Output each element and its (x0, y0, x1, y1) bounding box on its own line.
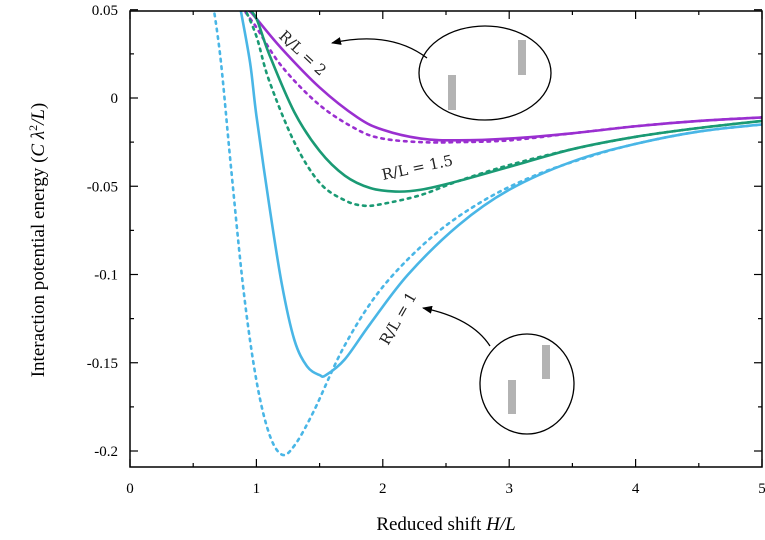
series-line-5-dotted (212, 11, 762, 457)
curve-label-rl15: R/L = 1.5 (380, 151, 454, 184)
tick-layer: 0 1 2 3 4 5 0.05 0 -0.05 -0.1 -0.15 -0.2 (87, 3, 765, 497)
y-tick-label: 0.05 (92, 3, 118, 19)
x-axis-label: Reduced shift H/L (376, 514, 515, 535)
series-line-1-dotted (243, 11, 762, 144)
x-tick-label: 0 (126, 481, 134, 497)
series-line-3-dotted (244, 11, 762, 208)
cartoon-ellipse-bottom (479, 333, 575, 435)
rod-icon (518, 40, 526, 75)
y-tick-label: -0.2 (94, 444, 118, 460)
annotation-rl2: R/L = 2 (275, 25, 552, 121)
annotation-rl1: R/L = 1 (376, 289, 575, 435)
y-tick-label: 0 (111, 91, 119, 107)
cartoon-ellipse-top (418, 25, 552, 121)
x-tick-label: 3 (505, 481, 513, 497)
rod-icon (508, 380, 516, 414)
curve-label-rl1: R/L = 1 (376, 289, 421, 348)
y-tick-label: -0.05 (87, 179, 118, 195)
x-tick-label: 5 (758, 481, 765, 497)
y-tick-label: -0.15 (87, 356, 118, 372)
arrow-icon (422, 305, 491, 347)
arrow-icon (331, 37, 428, 59)
x-tick-label: 1 (253, 481, 261, 497)
rod-icon (448, 75, 456, 110)
series-layer (212, 11, 762, 457)
rod-icon (542, 345, 550, 379)
x-tick-label: 2 (379, 481, 387, 497)
y-tick-label: -0.1 (94, 268, 118, 284)
y-axis-label: Interaction potential energy (C λ2/L) (26, 103, 49, 378)
series-line-2-solid (249, 11, 762, 193)
x-tick-label: 4 (632, 481, 640, 497)
